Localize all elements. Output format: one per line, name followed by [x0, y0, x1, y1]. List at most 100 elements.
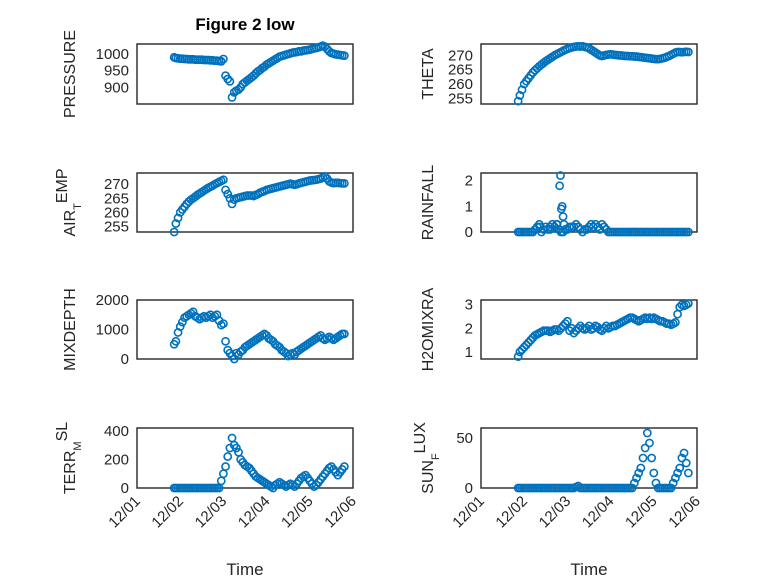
x-axis-label-right: Time: [570, 560, 607, 579]
series-markers: [513, 428, 693, 493]
series-markers: [169, 307, 349, 364]
data-point: [173, 213, 183, 223]
data-point: [223, 189, 233, 199]
y-axis-label: H2OMIXRA: [420, 287, 437, 371]
x-tick-label: 12/01: [105, 493, 144, 532]
data-point: [171, 219, 181, 228]
y-tick-label: 0: [465, 480, 473, 497]
data-point: [651, 478, 661, 488]
y-tick-label: 255: [104, 218, 129, 235]
data-point: [519, 342, 529, 352]
data-point: [556, 323, 566, 333]
data-point: [649, 468, 659, 478]
data-point: [647, 453, 657, 463]
data-point: [221, 185, 230, 195]
y-axis-label: TERRMSL: [54, 422, 85, 494]
y-tick-label: 2: [465, 320, 473, 337]
y-tick-label: 265: [104, 190, 129, 207]
series-markers: [169, 41, 349, 102]
y-tick-label: 270: [448, 47, 473, 64]
data-point: [227, 92, 237, 102]
y-tick-label: 255: [448, 90, 473, 107]
data-point: [555, 181, 565, 191]
data-point: [229, 87, 239, 97]
y-tick-label: 265: [448, 62, 473, 79]
data-point: [683, 47, 693, 57]
x-tick-label: 12/04: [235, 493, 274, 532]
y-tick-label: 2: [465, 173, 473, 190]
data-point: [221, 462, 230, 471]
data-point: [216, 56, 226, 66]
y-tick-label: 270: [104, 176, 129, 193]
axes-frame: [480, 427, 698, 489]
data-point: [569, 328, 579, 338]
y-axis-label: MIXDEPTH: [62, 288, 79, 371]
data-point: [673, 468, 682, 478]
data-point: [521, 340, 531, 350]
data-point: [339, 329, 349, 339]
series-markers: [513, 299, 693, 362]
data-point: [632, 473, 641, 483]
data-point: [638, 453, 648, 463]
x-tick-label: 12/04: [579, 493, 618, 532]
data-point: [221, 336, 230, 346]
data-point: [683, 227, 693, 237]
subplot-rainfall: 0 1 2 RAINFALL: [420, 165, 698, 241]
x-tick-label: 12/06: [321, 493, 360, 532]
y-tick-label: 400: [104, 423, 129, 440]
x-tick-label: 12/06: [665, 493, 704, 532]
subplot-h2omixra: 1 2 3 H2OMIXRA: [420, 287, 698, 371]
data-point: [557, 201, 567, 211]
data-point: [223, 452, 233, 461]
y-axis-label: SUNFLUX: [412, 422, 443, 494]
y-axis-label: AIRTEMP: [54, 168, 85, 236]
series-markers: [169, 433, 349, 493]
data-point: [558, 321, 568, 331]
y-tick-label: 200: [104, 451, 129, 468]
data-point: [526, 335, 536, 345]
data-point: [560, 319, 570, 328]
y-tick-label: 50: [456, 430, 473, 447]
data-point: [629, 478, 639, 488]
data-point: [671, 318, 680, 327]
y-tick-label: 260: [448, 76, 473, 93]
subplot-sun_flux: 12/01 12/02 12/03 12/04 12/05 12/06 0 50 SUNFLUX: [412, 422, 704, 532]
data-point: [545, 225, 555, 234]
data-point: [634, 468, 644, 478]
data-point: [677, 453, 687, 463]
data-point: [218, 54, 228, 64]
data-point: [225, 76, 235, 86]
y-tick-label: 1000: [96, 46, 129, 63]
axes-frame: [136, 43, 354, 105]
data-point: [320, 171, 330, 181]
data-point: [177, 317, 187, 327]
data-point: [563, 316, 572, 326]
data-point: [515, 347, 525, 357]
data-point: [683, 299, 693, 308]
data-point: [675, 463, 685, 473]
data-point: [642, 428, 652, 438]
x-tick-label: 12/05: [278, 493, 317, 532]
series-markers: [513, 171, 693, 237]
figure-title: Figure 2 low: [195, 15, 295, 34]
y-tick-label: 0: [121, 351, 129, 368]
data-point: [218, 319, 228, 328]
data-point: [636, 463, 646, 473]
data-point: [671, 473, 680, 483]
y-tick-label: 260: [104, 204, 129, 221]
data-point: [227, 199, 237, 209]
y-tick-label: 1: [465, 344, 473, 361]
subplot-mixdepth: 0 1000 2000 MIXDEPTH: [62, 288, 354, 371]
y-tick-label: 1: [465, 198, 473, 215]
y-axis-label: PRESSURE: [62, 30, 79, 118]
series-markers: [169, 171, 349, 237]
x-tick-label: 12/03: [536, 493, 575, 532]
data-point: [524, 338, 533, 347]
data-point: [627, 483, 637, 493]
data-point: [535, 222, 545, 232]
data-point: [668, 478, 678, 488]
